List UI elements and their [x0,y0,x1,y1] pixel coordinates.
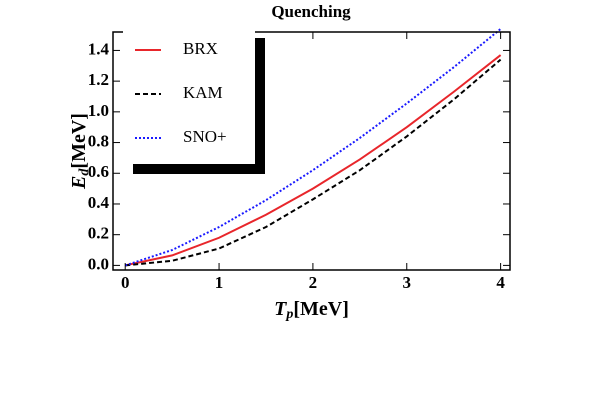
axis-subscript: d [77,168,92,176]
xlabel-label: Tp[MeV] [274,298,349,323]
y-tick-label: 0.4 [88,193,110,212]
axis-unit: [MeV] [293,298,349,320]
axis-subscript: p [285,307,293,322]
series-line [125,58,502,267]
x-tick-label: 3 [403,273,412,292]
legend-label: KAM [183,83,223,102]
y-tick-label: 0.8 [88,131,109,150]
x-tick-label: 2 [309,273,318,292]
plot-frame [112,31,511,271]
chart-title: Quenching [271,2,351,21]
y-tick-label: 1.2 [88,70,109,89]
y-tick-label: 0.0 [88,254,109,273]
y-tick-label: 1.4 [88,39,110,58]
legend-label: BRX [183,39,218,58]
y-tick-label: 0.2 [88,224,109,243]
x-tick-label: 0 [121,273,130,292]
x-tick-label: 4 [496,273,505,292]
axis-symbol: E [68,176,90,190]
series-line [124,54,502,267]
legend-label: SNO+ [183,127,227,146]
axis-symbol: T [274,298,287,320]
ylabel-label: Ed[MeV] [68,113,93,190]
y-tick-label: 0.6 [88,162,109,181]
y-tick-label: 1.0 [88,101,109,120]
axis-unit: [MeV] [68,113,90,169]
x-tick-label: 1 [215,273,224,292]
